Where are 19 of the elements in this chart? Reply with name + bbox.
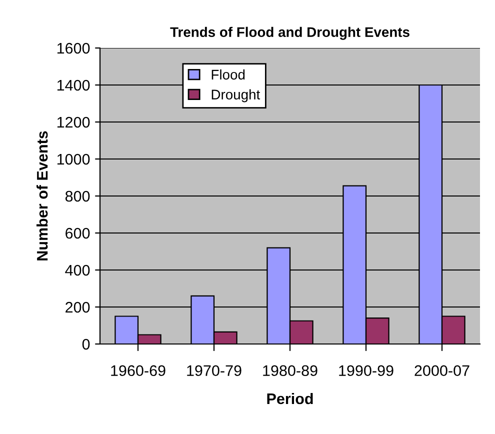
x-axis-title: Period xyxy=(267,392,313,404)
x-tick-label: 1960-69 xyxy=(111,365,166,376)
y-tick-label: 200 xyxy=(66,302,90,313)
legend-label: Drought xyxy=(212,89,260,102)
y-tick-label: 1600 xyxy=(57,42,90,54)
x-tick-label: 2000-07 xyxy=(414,365,470,376)
y-tick-label: 0 xyxy=(82,338,90,350)
y-tick-label: 800 xyxy=(65,190,90,202)
y-tick-label: 1200 xyxy=(57,116,90,128)
x-tick-label: 1980-89 xyxy=(263,365,318,376)
legend-label: Flood xyxy=(212,69,245,80)
chart-title: Trends of Flood and Drought Events xyxy=(170,26,410,40)
y-tick-label: 600 xyxy=(66,228,90,239)
x-tick-label: 1970-79 xyxy=(187,365,242,376)
y-tick-label: 1000 xyxy=(57,154,90,165)
x-tick-label: 1990-99 xyxy=(339,365,394,376)
y-tick-label: 400 xyxy=(65,264,90,276)
y-axis-title: Number of Events xyxy=(36,131,48,260)
y-tick-label: 1400 xyxy=(57,80,90,91)
